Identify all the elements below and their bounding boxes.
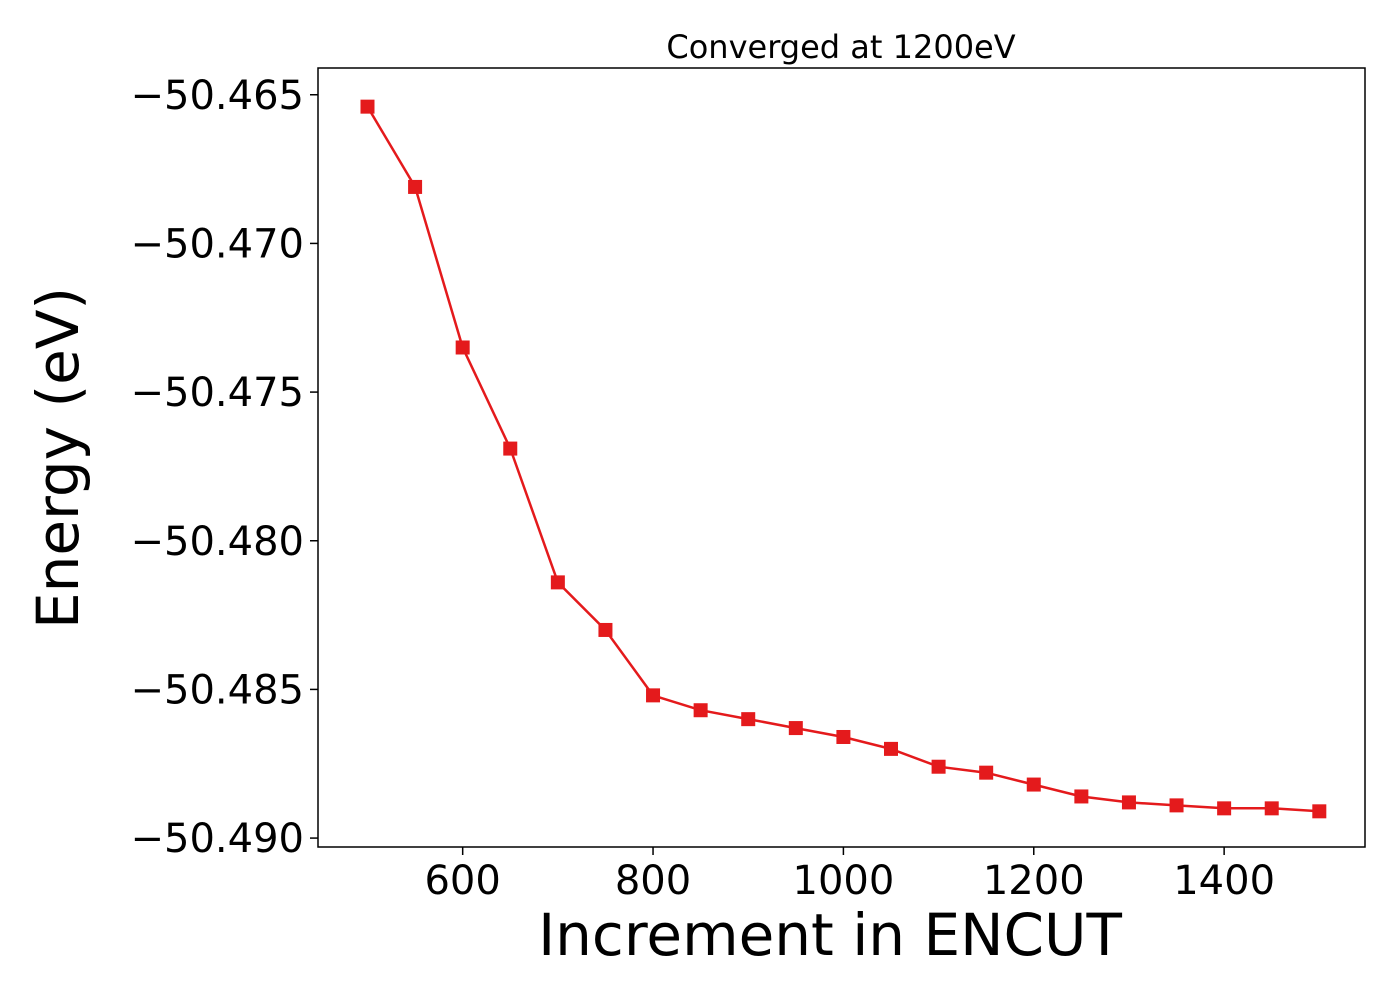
data-point <box>931 759 946 774</box>
data-point <box>550 575 565 590</box>
x-tick-label: 1000 <box>793 858 895 904</box>
data-point <box>1312 804 1327 819</box>
data-point <box>741 712 756 727</box>
data-point <box>598 622 613 637</box>
chart-title: Converged at 1200eV <box>666 28 1015 66</box>
series-layer <box>360 99 1327 819</box>
x-tick-label: 600 <box>424 858 500 904</box>
data-point <box>1121 795 1136 810</box>
x-axis: 600 800 1000 1200 1400 <box>424 847 1275 904</box>
data-point <box>646 688 661 703</box>
series-line <box>366 106 1320 813</box>
x-tick-label: 800 <box>615 858 691 904</box>
data-point <box>836 729 851 744</box>
data-point <box>1264 801 1279 816</box>
data-point <box>408 179 423 194</box>
data-point <box>1026 777 1041 792</box>
y-tick-label: −50.465 <box>131 73 304 119</box>
data-point <box>979 765 994 780</box>
data-point <box>788 721 803 736</box>
data-point <box>455 340 470 355</box>
data-point <box>693 703 708 718</box>
y-tick-label: −50.475 <box>131 370 304 416</box>
data-point <box>503 441 518 456</box>
y-tick-label: −50.480 <box>131 519 304 565</box>
data-point <box>883 741 898 756</box>
x-tick-label: 1200 <box>983 858 1085 904</box>
data-point <box>1074 789 1089 804</box>
y-tick-label: −50.485 <box>131 667 304 713</box>
x-axis-label: Increment in ENCUT <box>538 901 1122 969</box>
data-point <box>1169 798 1184 813</box>
plot-frame <box>317 67 1366 848</box>
data-point <box>360 99 375 114</box>
y-tick-label: −50.490 <box>131 816 304 862</box>
y-axis: −50.465 −50.470 −50.475 −50.480 −50.485 −50.4… <box>131 73 318 862</box>
y-tick-label: −50.470 <box>131 221 304 267</box>
x-tick-label: 1400 <box>1173 858 1275 904</box>
data-point <box>1217 801 1232 816</box>
y-axis-label: Energy (eV) <box>24 287 92 629</box>
